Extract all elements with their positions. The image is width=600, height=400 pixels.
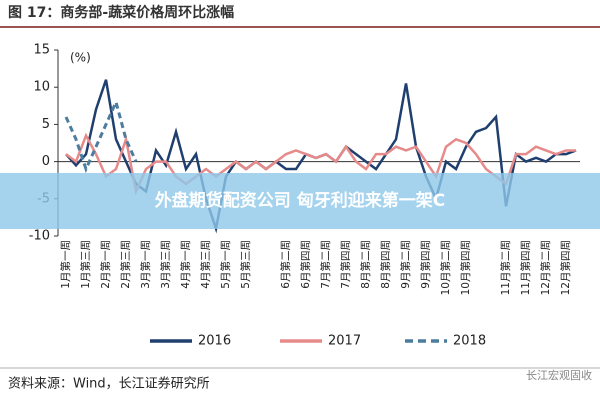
overlay-band (0, 173, 600, 229)
y-tick-label: 10 (33, 80, 50, 95)
logo: 长江宏观固收 (526, 368, 592, 382)
chart-title: 图 17：商务部-蔬菜价格周环比涨幅 (8, 4, 234, 21)
y-tick-label: 0 (42, 154, 50, 169)
x-tick-label: 7月第四周 (339, 240, 352, 289)
x-tick-label: 5月第一周 (219, 240, 232, 289)
x-tick-label: 2月第三周 (119, 240, 132, 289)
plot: -10-50510151月第一周1月第三周2月第一周2月第三周3月第一周3月第三… (29, 43, 580, 349)
x-tick-label: 8月第四周 (379, 240, 392, 289)
x-tick-label: 7月第二周 (319, 240, 332, 289)
x-tick-label: 3月第三周 (159, 240, 172, 289)
x-tick-label: 10月第四周 (459, 240, 472, 295)
x-tick-label: 4月第三周 (199, 240, 212, 289)
source: 资料来源：Wind，长江证券研究所 (8, 376, 210, 392)
x-tick-label: 12月第四周 (559, 240, 572, 295)
x-tick-label: 3月第一周 (139, 240, 152, 289)
x-tick-label: 2月第一周 (99, 240, 112, 289)
overlay-text: 外盘期货配资公司 匈牙利迎来第一架C (155, 190, 445, 211)
x-tick-label: 1月第一周 (59, 240, 72, 289)
series-line (64, 97, 138, 174)
series-line (65, 132, 576, 196)
x-tick-label: 6月第二周 (279, 240, 292, 289)
y-axis-label: (%) (70, 51, 91, 65)
x-tick-label: 11月第二周 (499, 240, 512, 295)
y-tick-label: -10 (29, 229, 50, 244)
x-tick-label: 5月第三周 (239, 240, 252, 289)
x-tick-label: 6月第四周 (299, 240, 312, 289)
legend-label: 2017 (328, 334, 361, 349)
x-tick-label: 12月第二周 (539, 240, 552, 295)
x-tick-label: 4月第一周 (179, 240, 192, 289)
x-tick-label: 11月第四周 (519, 240, 532, 295)
x-tick-label: 9月第二周 (399, 240, 412, 289)
legend-label: 2016 (198, 334, 231, 349)
x-tick-label: 9月第四周 (419, 240, 432, 289)
legend-label: 2018 (453, 334, 486, 349)
y-tick-label: 15 (33, 43, 50, 58)
x-tick-label: 8月第二周 (359, 240, 372, 289)
y-tick-label: 5 (42, 117, 50, 132)
x-tick-label: 1月第三周 (79, 240, 92, 289)
x-tick-label: 10月第二周 (439, 240, 452, 295)
